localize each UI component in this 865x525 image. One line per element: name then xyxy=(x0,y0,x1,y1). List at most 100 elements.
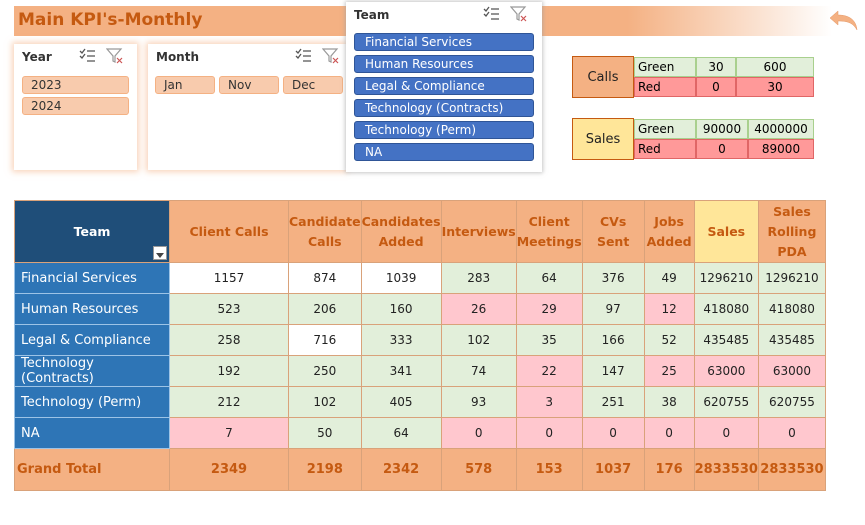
value-cell[interactable]: 102 xyxy=(288,386,362,418)
multi-select-icon[interactable] xyxy=(78,48,96,64)
value-cell[interactable]: 418080 xyxy=(757,293,826,325)
value-cell[interactable]: 147 xyxy=(581,355,645,387)
page-title: Main KPI's-Monthly xyxy=(18,10,203,30)
total-cell[interactable]: 2833530 xyxy=(693,448,759,491)
value-cell[interactable]: 52 xyxy=(643,324,695,356)
team-slicer-title: Team xyxy=(354,8,390,22)
value-cell[interactable]: 523 xyxy=(169,293,289,325)
total-cell[interactable]: 2833530 xyxy=(757,448,826,491)
year-item-2023[interactable]: 2023 xyxy=(22,76,129,94)
value-cell[interactable]: 74 xyxy=(440,355,517,387)
value-cell[interactable]: 49 xyxy=(643,262,695,294)
team-cell[interactable]: Legal & Compliance xyxy=(14,324,170,356)
value-cell[interactable]: 376 xyxy=(581,262,645,294)
value-cell[interactable]: 0 xyxy=(440,417,517,449)
value-cell[interactable]: 29 xyxy=(515,293,583,325)
value-cell[interactable]: 341 xyxy=(360,355,442,387)
value-cell[interactable]: 1296210 xyxy=(757,262,826,294)
value-cell[interactable]: 258 xyxy=(169,324,289,356)
value-cell[interactable]: 435485 xyxy=(693,324,759,356)
value-cell[interactable]: 435485 xyxy=(757,324,826,356)
value-cell[interactable]: 0 xyxy=(643,417,695,449)
value-cell[interactable]: 206 xyxy=(288,293,362,325)
value-cell[interactable]: 283 xyxy=(440,262,517,294)
multi-select-icon[interactable] xyxy=(482,6,500,22)
clear-filter-icon[interactable] xyxy=(322,48,340,64)
calls-red-max: 30 xyxy=(736,77,814,97)
value-cell[interactable]: 7 xyxy=(169,417,289,449)
value-cell[interactable]: 26 xyxy=(440,293,517,325)
value-cell[interactable]: 63000 xyxy=(757,355,826,387)
value-cell[interactable]: 0 xyxy=(693,417,759,449)
total-cell[interactable]: 2349 xyxy=(169,448,289,491)
value-cell[interactable]: 1039 xyxy=(360,262,442,294)
value-cell[interactable]: 333 xyxy=(360,324,442,356)
header-jobs-added: Jobs Added xyxy=(643,200,695,263)
total-cell[interactable]: 2198 xyxy=(288,448,362,491)
value-cell[interactable]: 93 xyxy=(440,386,517,418)
value-cell[interactable]: 620755 xyxy=(757,386,826,418)
month-item-nov[interactable]: Nov xyxy=(219,76,279,94)
clear-filter-icon[interactable] xyxy=(106,48,124,64)
clear-filter-icon[interactable] xyxy=(510,6,528,22)
value-cell[interactable]: 212 xyxy=(169,386,289,418)
team-cell[interactable]: Financial Services xyxy=(14,262,170,294)
total-cell[interactable]: 153 xyxy=(515,448,583,491)
value-cell[interactable]: 0 xyxy=(757,417,826,449)
header-team: Team xyxy=(14,200,170,263)
team-item-financial-services[interactable]: Financial Services xyxy=(354,33,534,51)
value-cell[interactable]: 405 xyxy=(360,386,442,418)
value-cell[interactable]: 64 xyxy=(515,262,583,294)
calls-threshold-label: Calls xyxy=(572,56,634,98)
value-cell[interactable]: 192 xyxy=(169,355,289,387)
value-cell[interactable]: 1157 xyxy=(169,262,289,294)
value-cell[interactable]: 0 xyxy=(515,417,583,449)
value-cell[interactable]: 38 xyxy=(643,386,695,418)
team-item-na[interactable]: NA xyxy=(354,143,534,161)
total-cell[interactable]: 176 xyxy=(643,448,695,491)
value-cell[interactable]: 12 xyxy=(643,293,695,325)
team-cell[interactable]: NA xyxy=(14,417,170,449)
value-cell[interactable]: 97 xyxy=(581,293,645,325)
header-candidate-calls: Candidate Calls xyxy=(288,200,362,263)
value-cell[interactable]: 63000 xyxy=(693,355,759,387)
team-item-technology-perm[interactable]: Technology (Perm) xyxy=(354,121,534,139)
value-cell[interactable]: 35 xyxy=(515,324,583,356)
value-cell[interactable]: 0 xyxy=(581,417,645,449)
sales-green-min: 90000 xyxy=(696,119,748,139)
team-cell[interactable]: Human Resources xyxy=(14,293,170,325)
value-cell[interactable]: 22 xyxy=(515,355,583,387)
value-cell[interactable]: 25 xyxy=(643,355,695,387)
value-cell[interactable]: 716 xyxy=(288,324,362,356)
team-item-human-resources[interactable]: Human Resources xyxy=(354,55,534,73)
value-cell[interactable]: 418080 xyxy=(693,293,759,325)
total-cell[interactable]: 578 xyxy=(440,448,517,491)
table-row: Human Resources 523 206 160 26 29 97 12 418080 41… xyxy=(14,293,826,325)
month-item-dec[interactable]: Dec xyxy=(283,76,343,94)
filter-dropdown-icon[interactable] xyxy=(153,246,167,260)
kpi-table: Team Client Calls Candidate Calls Candid… xyxy=(14,200,826,491)
value-cell[interactable]: 102 xyxy=(440,324,517,356)
value-cell[interactable]: 3 xyxy=(515,386,583,418)
year-item-2024[interactable]: 2024 xyxy=(22,97,129,115)
team-item-legal-compliance[interactable]: Legal & Compliance xyxy=(354,77,534,95)
team-cell[interactable]: Technology (Contracts) xyxy=(14,355,170,387)
value-cell[interactable]: 160 xyxy=(360,293,442,325)
header-client-calls: Client Calls xyxy=(169,200,289,263)
value-cell[interactable]: 874 xyxy=(288,262,362,294)
value-cell[interactable]: 620755 xyxy=(693,386,759,418)
total-cell[interactable]: 1037 xyxy=(581,448,645,491)
undo-icon[interactable] xyxy=(826,8,860,32)
value-cell[interactable]: 250 xyxy=(288,355,362,387)
value-cell[interactable]: 1296210 xyxy=(693,262,759,294)
value-cell[interactable]: 50 xyxy=(288,417,362,449)
team-item-technology-contracts[interactable]: Technology (Contracts) xyxy=(354,99,534,117)
value-cell[interactable]: 251 xyxy=(581,386,645,418)
value-cell[interactable]: 64 xyxy=(360,417,442,449)
team-cell[interactable]: Technology (Perm) xyxy=(14,386,170,418)
multi-select-icon[interactable] xyxy=(294,48,312,64)
month-item-jan[interactable]: Jan xyxy=(155,76,215,94)
table-row: Financial Services 1157 874 1039 283 64 376 49 1… xyxy=(14,262,826,294)
total-cell[interactable]: 2342 xyxy=(360,448,442,491)
value-cell[interactable]: 166 xyxy=(581,324,645,356)
